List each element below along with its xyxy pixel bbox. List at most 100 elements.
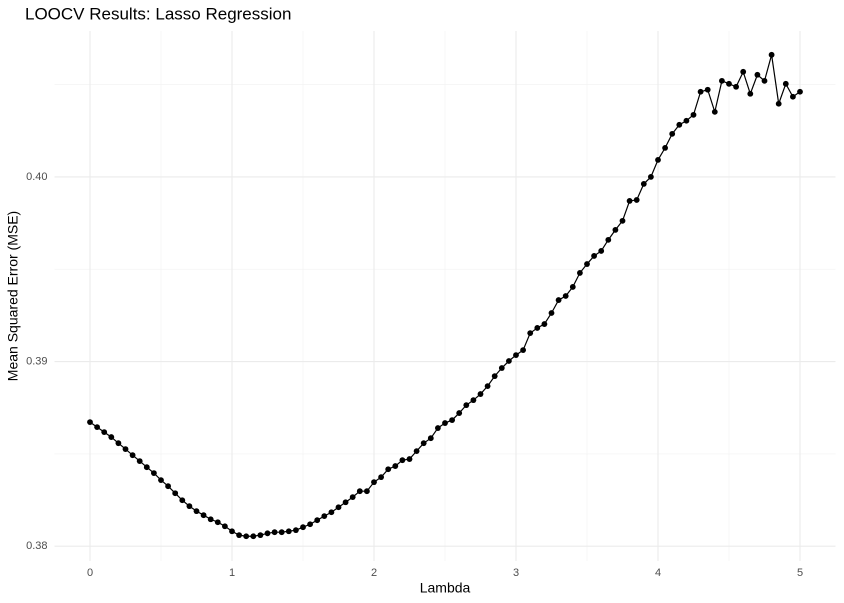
point xyxy=(378,474,384,481)
point xyxy=(740,68,747,75)
point xyxy=(619,217,626,224)
point xyxy=(562,293,569,299)
y-tick-label: 0.38 xyxy=(26,540,47,552)
point xyxy=(648,173,654,180)
point xyxy=(733,83,739,90)
point xyxy=(633,197,640,203)
point xyxy=(605,236,612,243)
point xyxy=(250,533,257,540)
point xyxy=(115,440,122,447)
point xyxy=(569,284,576,290)
point xyxy=(726,80,732,87)
point xyxy=(527,330,534,337)
point xyxy=(307,521,313,528)
point xyxy=(790,93,796,100)
point xyxy=(342,499,349,506)
x-tick-label: 1 xyxy=(229,567,235,579)
point xyxy=(584,261,590,267)
point xyxy=(534,325,541,331)
point xyxy=(413,448,420,455)
point xyxy=(782,80,789,87)
point xyxy=(285,528,292,535)
point xyxy=(669,130,676,137)
point xyxy=(435,425,441,431)
point xyxy=(711,108,718,115)
point xyxy=(598,248,605,254)
point xyxy=(676,121,683,128)
point xyxy=(371,479,377,486)
point xyxy=(761,77,768,84)
point xyxy=(591,253,597,259)
point xyxy=(768,51,775,58)
point xyxy=(229,528,235,535)
point xyxy=(463,402,470,409)
point xyxy=(626,197,633,204)
point xyxy=(222,523,228,530)
point xyxy=(640,181,647,187)
point xyxy=(513,352,519,358)
y-tick-label: 0.40 xyxy=(26,171,47,183)
point xyxy=(577,270,583,276)
point xyxy=(356,488,363,495)
point xyxy=(491,373,498,380)
x-tick-label: 3 xyxy=(513,567,519,579)
point xyxy=(335,504,342,511)
point xyxy=(293,527,299,534)
point xyxy=(122,446,129,452)
point xyxy=(186,503,193,510)
y-axis-label: Mean Squared Error (MSE) xyxy=(5,211,21,381)
point xyxy=(349,494,356,501)
point xyxy=(498,365,505,371)
point xyxy=(719,77,725,84)
point xyxy=(87,419,93,426)
point xyxy=(754,71,761,78)
point xyxy=(520,347,526,354)
point xyxy=(406,456,413,462)
point xyxy=(143,464,150,471)
point xyxy=(399,457,406,464)
point xyxy=(136,458,143,464)
point xyxy=(506,358,512,364)
point xyxy=(207,516,214,523)
point xyxy=(690,111,697,118)
point xyxy=(278,529,285,536)
point xyxy=(179,497,186,504)
point xyxy=(442,420,448,426)
point xyxy=(392,463,399,469)
point xyxy=(193,508,200,515)
point xyxy=(662,144,668,151)
point xyxy=(704,86,711,93)
x-tick-label: 5 xyxy=(797,567,803,579)
point xyxy=(427,435,434,442)
point xyxy=(797,88,803,95)
x-axis-label: Lambda xyxy=(420,580,471,596)
point xyxy=(548,310,555,316)
point xyxy=(683,117,690,124)
point xyxy=(236,532,243,539)
point xyxy=(172,490,179,497)
point xyxy=(697,88,704,95)
point xyxy=(165,483,172,490)
point xyxy=(321,513,328,520)
point xyxy=(271,529,278,536)
x-tick-label: 4 xyxy=(655,567,661,579)
chart-title: LOOCV Results: Lasso Regression xyxy=(25,4,291,23)
point xyxy=(328,509,335,516)
point xyxy=(264,530,271,537)
point xyxy=(555,297,562,303)
point xyxy=(158,477,164,484)
point xyxy=(364,488,370,495)
x-tick-label: 0 xyxy=(87,567,93,579)
point xyxy=(655,156,661,163)
point xyxy=(200,512,207,519)
point xyxy=(151,470,157,476)
point xyxy=(541,321,548,327)
point xyxy=(129,452,136,459)
point xyxy=(612,226,619,233)
point xyxy=(747,90,754,97)
point xyxy=(101,429,108,436)
point xyxy=(420,440,427,447)
point xyxy=(456,410,463,416)
point xyxy=(214,519,221,526)
